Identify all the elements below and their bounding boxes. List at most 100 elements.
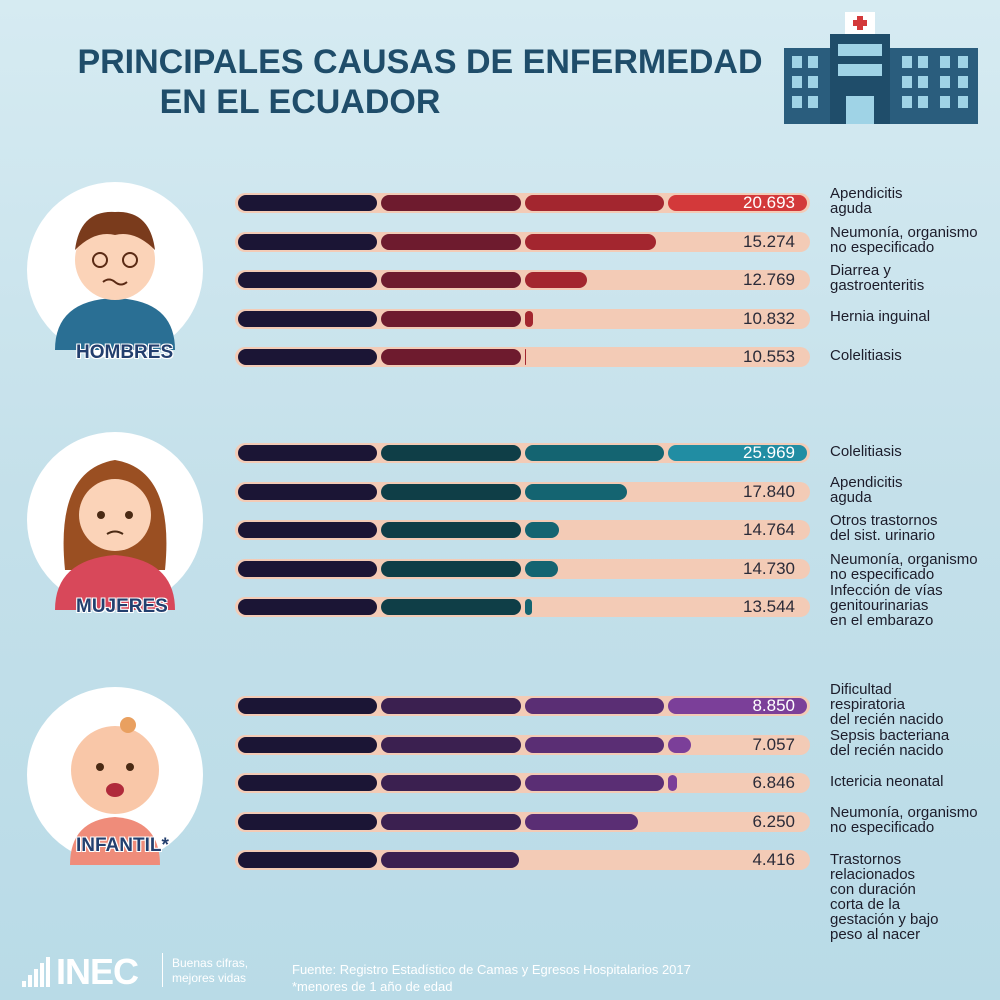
category-label: Colelitiasis [830, 442, 902, 460]
category-label: Neumonía, organismo no especificado [830, 550, 978, 583]
category-label: Infección de vías genitourinarias en el … [830, 581, 943, 629]
value-label: 25.969 [743, 443, 795, 462]
brand: INEC [56, 951, 139, 992]
value-label: 8.850 [752, 696, 795, 715]
bar-track [235, 850, 810, 870]
bar-segment [238, 349, 377, 365]
bar-segment [380, 483, 521, 500]
value-label: 12.769 [743, 270, 795, 289]
value-label: 6.250 [752, 811, 795, 831]
category-label: Neumonía, organismo no especificado [830, 803, 978, 836]
category-label: Otros trastornos del sist. urinario [830, 512, 938, 544]
bar-segment [380, 698, 521, 714]
bar-segment [238, 775, 377, 791]
bar-track [235, 558, 810, 579]
group-label: INFANTIL* [76, 835, 169, 856]
bar [235, 735, 810, 755]
bar-track [235, 347, 810, 367]
bar [235, 559, 810, 579]
bar-segment [668, 195, 807, 211]
bar [235, 520, 810, 540]
bar-segment [524, 522, 559, 538]
tagline: Buenas cifras, mejores vidas [172, 956, 249, 985]
value-label: 14.730 [743, 558, 795, 578]
bar-segment [380, 560, 521, 577]
value-label: 6.846 [752, 773, 795, 792]
bar-segment [524, 599, 532, 615]
bar-track [235, 597, 810, 617]
bar-segment [668, 736, 691, 753]
bar-segment [238, 522, 377, 538]
value-label: 15.274 [743, 231, 795, 251]
bar [235, 696, 810, 716]
bar-segment [668, 698, 807, 714]
bar [235, 597, 810, 617]
group-label: HOMBRES [76, 342, 174, 363]
bar-segment [238, 560, 377, 577]
hospital-icon [784, 12, 978, 124]
value-label: 10.832 [743, 308, 795, 328]
bar-segment [524, 310, 533, 327]
category-label: Diarrea y gastroenteritis [830, 262, 925, 294]
bar-segment [238, 599, 377, 615]
value-label: 7.057 [752, 734, 795, 754]
bar-segment [380, 852, 519, 868]
bar-segment [238, 310, 377, 327]
bar-segment [524, 233, 657, 250]
title-line: EN EL ECUADOR [159, 83, 441, 121]
logo: INEC [22, 951, 152, 992]
bar-track [235, 481, 810, 502]
bar-segment [238, 483, 377, 500]
bar-segment [524, 272, 587, 288]
category-label: Apendicitis aguda [830, 185, 903, 217]
bar-segment [524, 698, 665, 714]
women-illustration [27, 432, 203, 610]
bar-segment [524, 195, 665, 211]
bar [235, 443, 810, 463]
divider [162, 953, 163, 987]
bar-segment [238, 445, 377, 461]
bar [235, 270, 810, 290]
category-label: Neumonía, organismo no especificado [830, 223, 978, 256]
category-label: Sepsis bacteriana del recién nacido [830, 726, 950, 759]
bar-track [235, 734, 810, 755]
category-label: Ictericia neonatal [830, 772, 944, 790]
bar-track [235, 193, 810, 213]
bar [235, 193, 810, 213]
category-label: Colelitiasis [830, 346, 902, 364]
bar-segment [524, 560, 559, 577]
category-label: Trastornos relacionados con duración cor… [830, 851, 939, 943]
bar-track [235, 270, 810, 290]
bar-segment [380, 445, 521, 461]
bar-track [235, 443, 810, 463]
bar-segment [238, 736, 377, 753]
bar-segment [380, 349, 521, 365]
bar-track [235, 520, 810, 540]
bar-segment [380, 813, 521, 830]
bar-track [235, 696, 810, 716]
category-label: Apendicitis aguda [830, 473, 903, 506]
note: *menores de 1 año de edad [292, 979, 453, 994]
bar-segment [524, 483, 627, 500]
bar-segment [380, 195, 521, 211]
bar-segment [238, 698, 377, 714]
bar-segment [238, 852, 377, 868]
bar-segment [238, 195, 377, 211]
bar-segment [238, 272, 377, 288]
bar-segment [380, 272, 521, 288]
infant-illustration [27, 687, 203, 865]
bar-track [235, 773, 810, 793]
bar [235, 347, 810, 367]
bar-segment [238, 233, 377, 250]
bar-segment [380, 736, 521, 753]
value-label: 17.840 [743, 481, 795, 501]
bar-segment [524, 813, 639, 830]
source: Fuente: Registro Estadístico de Camas y … [292, 962, 691, 977]
bar-segment [524, 349, 526, 365]
value-label: 20.693 [743, 193, 795, 212]
bar [235, 232, 810, 252]
bar-segment [380, 599, 521, 615]
value-label: 13.544 [743, 597, 795, 616]
bar-segment [380, 775, 521, 791]
